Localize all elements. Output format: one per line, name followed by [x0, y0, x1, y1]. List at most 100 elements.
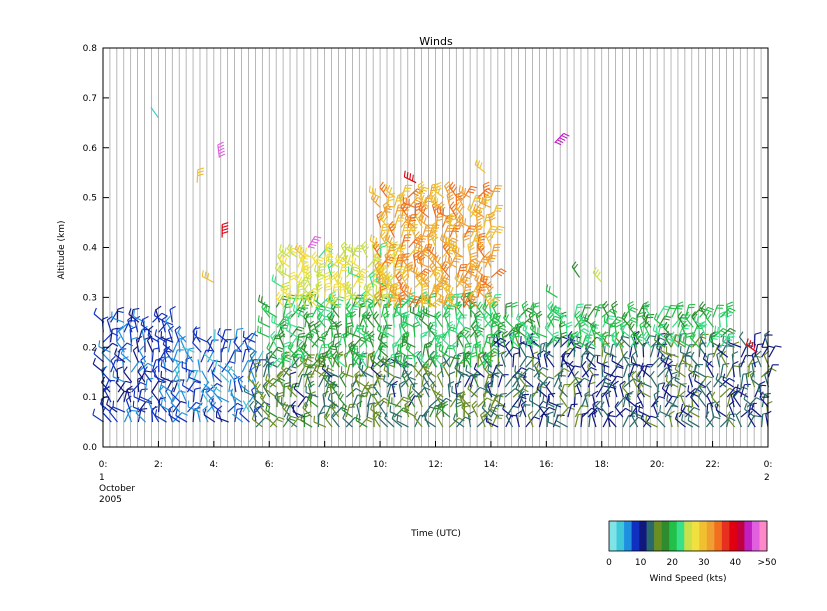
- y-tick-label: 0.6: [83, 144, 98, 154]
- wind-barb: [176, 379, 181, 393]
- wind-barb: [535, 362, 548, 378]
- wind-barb: [666, 394, 679, 408]
- wind-barb: [653, 312, 665, 328]
- wind-barb: [665, 374, 679, 388]
- wind-barb: [495, 312, 507, 328]
- wind-barb: [687, 414, 700, 428]
- wind-barb: [719, 387, 736, 398]
- wind-barb: [334, 273, 347, 288]
- colorbar-swatch: [759, 521, 768, 551]
- wind-barb: [679, 334, 693, 348]
- wind-barb: [487, 364, 500, 378]
- wind-barb: [681, 353, 694, 368]
- wind-barb: [154, 409, 167, 423]
- wind-barb: [690, 351, 701, 368]
- wind-barb: [515, 382, 527, 398]
- wind-barb: [431, 220, 440, 238]
- wind-barb: [726, 301, 734, 318]
- y-tick-label: 0.1: [83, 393, 97, 403]
- wind-barb: [566, 346, 582, 358]
- wind-barb: [239, 407, 250, 423]
- wind-barb: [117, 325, 125, 343]
- wind-barb: [368, 185, 382, 199]
- wind-barb: [418, 312, 430, 328]
- wind-barb: [187, 400, 201, 413]
- wind-barb: [444, 181, 453, 198]
- wind-barb: [467, 382, 479, 398]
- wind-barb: [485, 415, 499, 428]
- wind-barb: [619, 322, 631, 338]
- wind-barb: [292, 304, 306, 318]
- wind-barb: [377, 332, 389, 348]
- wind-barb: [560, 331, 568, 348]
- wind-barb: [315, 280, 323, 298]
- wind-barb: [265, 304, 278, 318]
- wind-barb: [655, 411, 666, 428]
- wind-barb: [468, 291, 478, 308]
- wind-barb: [697, 391, 707, 408]
- colorbar-swatch: [661, 521, 670, 551]
- wind-barb: [110, 355, 118, 373]
- wind-barb: [548, 395, 562, 408]
- wind-barb: [402, 196, 416, 209]
- colorbar-swatch: [691, 521, 700, 551]
- wind-barb: [299, 244, 312, 258]
- wind-barb: [442, 360, 451, 378]
- wind-barb: [422, 370, 430, 388]
- wind-barb: [744, 403, 756, 418]
- wind-barb: [698, 341, 708, 358]
- wind-barb: [454, 362, 465, 378]
- wind-barb: [753, 331, 762, 348]
- wind-barb: [474, 158, 486, 174]
- wind-barb: [553, 403, 564, 418]
- wind-barb: [379, 211, 389, 228]
- wind-barb: [667, 360, 674, 378]
- wind-barb: [203, 353, 215, 363]
- wind-barb: [720, 307, 736, 318]
- wind-barb: [160, 359, 173, 373]
- wind-barb: [116, 336, 125, 353]
- wind-barb: [530, 302, 541, 318]
- wind-barb: [137, 362, 154, 373]
- wind-barb: [467, 410, 475, 428]
- wind-barb: [132, 310, 146, 323]
- wind-barb: [649, 370, 658, 388]
- wind-barb: [342, 253, 354, 268]
- wind-barb: [446, 293, 458, 308]
- wind-barb: [337, 391, 348, 408]
- wind-barb: [286, 412, 298, 428]
- wind-barb: [347, 244, 360, 258]
- wind-barb: [413, 411, 423, 428]
- wind-barb: [376, 263, 388, 278]
- wind-barb: [490, 268, 507, 278]
- wind-barb: [542, 343, 555, 358]
- wind-barb: [185, 351, 194, 363]
- wind-barb: [400, 223, 412, 238]
- wind-barb: [389, 405, 403, 418]
- wind-barb: [489, 312, 500, 328]
- wind-barb: [158, 321, 174, 333]
- wind-barb: [540, 406, 556, 418]
- wind-barb: [402, 315, 416, 328]
- colorbar-swatch: [714, 521, 723, 551]
- wind-barb: [436, 397, 452, 408]
- x-tick-label: 0:: [99, 460, 108, 470]
- wind-barb: [528, 334, 541, 348]
- wind-barb: [458, 215, 472, 229]
- wind-barb: [429, 350, 438, 368]
- wind-barb: [213, 329, 216, 343]
- wind-barb: [712, 304, 724, 318]
- wind-barb: [669, 331, 679, 348]
- wind-barb: [401, 354, 414, 368]
- wind-barb: [382, 201, 391, 218]
- wind-barb: [411, 382, 423, 398]
- wind-barb: [382, 325, 395, 338]
- wind-barb: [133, 390, 147, 403]
- wind-barb: [674, 363, 686, 378]
- wind-barb: [132, 400, 146, 413]
- wind-barb: [92, 408, 105, 423]
- wind-barb: [167, 325, 174, 343]
- wind-barb: [726, 411, 736, 428]
- wind-barb: [98, 340, 111, 353]
- colorbar-tick-label: 10: [635, 558, 647, 568]
